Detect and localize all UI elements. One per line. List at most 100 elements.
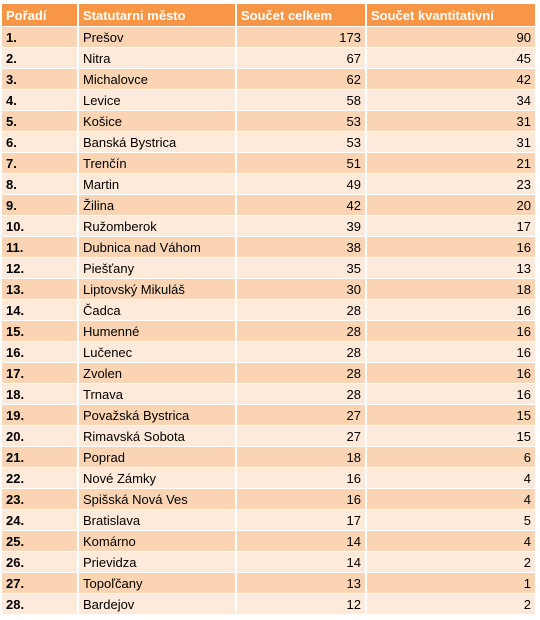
cell-rank: 25. <box>2 530 79 552</box>
cell-city: Michalovce <box>78 68 237 90</box>
header-rank: Pořadí <box>2 4 79 27</box>
cell-quantitative: 1 <box>366 572 535 594</box>
cell-rank: 6. <box>2 131 79 153</box>
cell-city: Bardejov <box>78 593 237 614</box>
cell-quantitative: 4 <box>366 488 535 510</box>
cell-rank: 15. <box>2 320 79 342</box>
table-row: 16. Lučenec 28 16 <box>2 341 535 363</box>
cell-quantitative: 6 <box>366 446 535 468</box>
cell-quantitative: 42 <box>366 68 535 90</box>
cell-city: Lučenec <box>78 341 237 363</box>
cell-total: 14 <box>236 530 367 552</box>
table-row: 3. Michalovce 62 42 <box>2 68 535 90</box>
cell-quantitative: 4 <box>366 530 535 552</box>
table-row: 23. Spišská Nová Ves 16 4 <box>2 488 535 510</box>
cell-quantitative: 2 <box>366 593 535 614</box>
cell-total: 35 <box>236 257 367 279</box>
cell-quantitative: 15 <box>366 425 535 447</box>
cell-rank: 2. <box>2 47 79 69</box>
table-row: 28. Bardejov 12 2 <box>2 593 535 614</box>
table-row: 19. Považská Bystrica 27 15 <box>2 404 535 426</box>
cell-rank: 18. <box>2 383 79 405</box>
table-row: 10. Ružomberok 39 17 <box>2 215 535 237</box>
table-row: 26. Prievidza 14 2 <box>2 551 535 573</box>
cell-rank: 20. <box>2 425 79 447</box>
cell-quantitative: 90 <box>366 26 535 48</box>
cell-rank: 22. <box>2 467 79 489</box>
ranking-table: Pořadí Statutarni město Součet celkem So… <box>2 4 535 614</box>
cell-total: 38 <box>236 236 367 258</box>
cell-city: Košice <box>78 110 237 132</box>
table-row: 7. Trenčín 51 21 <box>2 152 535 174</box>
cell-total: 51 <box>236 152 367 174</box>
cell-quantitative: 21 <box>366 152 535 174</box>
cell-total: 27 <box>236 404 367 426</box>
cell-city: Martin <box>78 173 237 195</box>
table-row: 24. Bratislava 17 5 <box>2 509 535 531</box>
cell-rank: 11. <box>2 236 79 258</box>
cell-rank: 5. <box>2 110 79 132</box>
cell-rank: 19. <box>2 404 79 426</box>
cell-total: 28 <box>236 362 367 384</box>
cell-rank: 16. <box>2 341 79 363</box>
cell-city: Levice <box>78 89 237 111</box>
table-row: 11. Dubnica nad Váhom 38 16 <box>2 236 535 258</box>
cell-quantitative: 16 <box>366 299 535 321</box>
cell-city: Prievidza <box>78 551 237 573</box>
cell-total: 28 <box>236 299 367 321</box>
cell-total: 28 <box>236 383 367 405</box>
cell-city: Rimavská Sobota <box>78 425 237 447</box>
cell-rank: 3. <box>2 68 79 90</box>
cell-total: 13 <box>236 572 367 594</box>
table-row: 13. Liptovský Mikuláš 30 18 <box>2 278 535 300</box>
cell-city: Piešťany <box>78 257 237 279</box>
table-row: 4. Levice 58 34 <box>2 89 535 111</box>
cell-quantitative: 17 <box>366 215 535 237</box>
cell-quantitative: 16 <box>366 362 535 384</box>
cell-total: 58 <box>236 89 367 111</box>
header-city: Statutarni město <box>78 4 237 27</box>
cell-quantitative: 4 <box>366 467 535 489</box>
header-total: Součet celkem <box>236 4 367 27</box>
cell-total: 49 <box>236 173 367 195</box>
cell-rank: 21. <box>2 446 79 468</box>
table-row: 9. Žilina 42 20 <box>2 194 535 216</box>
cell-city: Trnava <box>78 383 237 405</box>
cell-rank: 28. <box>2 593 79 614</box>
cell-city: Topoľčany <box>78 572 237 594</box>
cell-total: 42 <box>236 194 367 216</box>
cell-quantitative: 23 <box>366 173 535 195</box>
ranking-table-container: Pořadí Statutarni město Součet celkem So… <box>2 4 535 614</box>
cell-quantitative: 5 <box>366 509 535 531</box>
cell-rank: 14. <box>2 299 79 321</box>
cell-rank: 9. <box>2 194 79 216</box>
cell-quantitative: 16 <box>366 236 535 258</box>
header-quantitative: Součet kvantitativní <box>366 4 535 27</box>
cell-total: 17 <box>236 509 367 531</box>
cell-total: 39 <box>236 215 367 237</box>
cell-total: 173 <box>236 26 367 48</box>
cell-quantitative: 16 <box>366 383 535 405</box>
table-row: 18. Trnava 28 16 <box>2 383 535 405</box>
table-row: 22. Nové Zámky 16 4 <box>2 467 535 489</box>
cell-city: Bratislava <box>78 509 237 531</box>
table-row: 17. Zvolen 28 16 <box>2 362 535 384</box>
cell-city: Prešov <box>78 26 237 48</box>
cell-city: Liptovský Mikuláš <box>78 278 237 300</box>
table-row: 27. Topoľčany 13 1 <box>2 572 535 594</box>
cell-quantitative: 16 <box>366 320 535 342</box>
cell-quantitative: 18 <box>366 278 535 300</box>
cell-quantitative: 2 <box>366 551 535 573</box>
cell-total: 30 <box>236 278 367 300</box>
cell-total: 16 <box>236 488 367 510</box>
cell-rank: 7. <box>2 152 79 174</box>
cell-city: Žilina <box>78 194 237 216</box>
cell-rank: 1. <box>2 26 79 48</box>
cell-city: Poprad <box>78 446 237 468</box>
cell-rank: 27. <box>2 572 79 594</box>
table-body: 1. Prešov 173 90 2. Nitra 67 45 3. Michalovce 62 42… <box>2 26 535 614</box>
table-row: 21. Poprad 18 6 <box>2 446 535 468</box>
cell-total: 18 <box>236 446 367 468</box>
table-row: 5. Košice 53 31 <box>2 110 535 132</box>
cell-city: Spišská Nová Ves <box>78 488 237 510</box>
